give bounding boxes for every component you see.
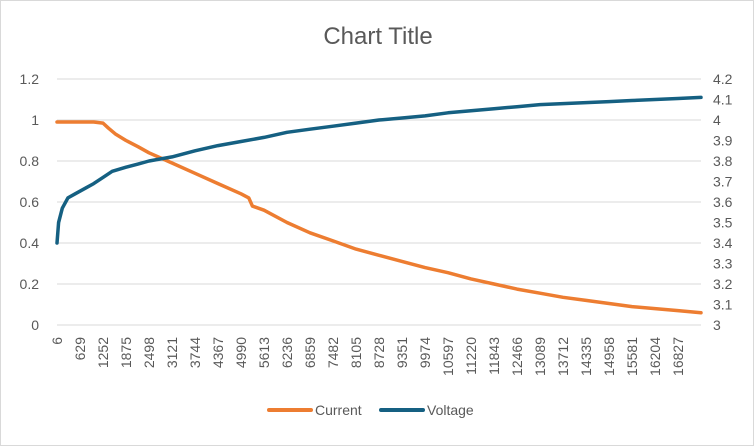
x-tick-label: 10597 <box>440 337 456 376</box>
y-right-tick-label: 3.8 <box>713 153 733 169</box>
x-tick-label: 14335 <box>578 337 594 376</box>
x-axis: 6 629 1252 1875 2498 3121 3744 4367 4990 5613 6236… <box>49 337 686 376</box>
x-tick-label: 1875 <box>118 337 134 368</box>
y-left-tick-label: 1.2 <box>20 71 40 87</box>
x-tick-label: 9974 <box>417 337 433 368</box>
y-left-tick-label: 0.4 <box>20 235 40 251</box>
y-right-tick-label: 3 <box>713 317 721 333</box>
y-left-tick-label: 0.6 <box>20 194 40 210</box>
y-right-tick-label: 3.7 <box>713 174 733 190</box>
y-left-tick-label: 0 <box>31 317 39 333</box>
x-tick-label: 1252 <box>95 337 111 368</box>
x-tick-label: 7482 <box>325 337 341 368</box>
x-tick-label: 629 <box>72 337 88 361</box>
series-layer <box>55 95 703 315</box>
legend: Current Voltage <box>267 402 474 418</box>
x-tick-label: 11843 <box>486 337 502 375</box>
x-tick-label: 16204 <box>647 337 663 376</box>
x-tick-label: 15581 <box>624 337 640 376</box>
y-right-tick-label: 4 <box>713 112 721 128</box>
x-tick-label: 3121 <box>164 337 180 368</box>
x-tick-label: 6859 <box>302 337 318 368</box>
x-tick-label: 14958 <box>601 337 617 376</box>
y-axis-right: 3 3.1 3.2 3.3 3.4 3.5 3.6 3.7 3.8 3.9 4 4.1 4.2 <box>713 71 733 333</box>
x-tick-label: 3744 <box>187 337 203 368</box>
series-line-voltage <box>55 95 703 245</box>
y-left-tick-label: 1 <box>31 112 39 128</box>
y-right-tick-label: 4.1 <box>713 92 733 108</box>
x-tick-label: 6 <box>49 337 65 345</box>
y-right-tick-label: 3.2 <box>713 276 733 292</box>
x-tick-label: 6236 <box>279 337 295 368</box>
x-tick-label: 9351 <box>394 337 410 368</box>
chart-title: Chart Title <box>323 23 432 50</box>
x-tick-label: 2498 <box>141 337 157 368</box>
y-right-tick-label: 3.6 <box>713 194 733 210</box>
y-right-tick-label: 3.9 <box>713 133 733 149</box>
x-tick-label: 8105 <box>348 337 364 368</box>
x-tick-label: 11220 <box>463 337 479 375</box>
y-left-tick-label: 0.8 <box>20 153 40 169</box>
x-tick-label: 8728 <box>371 337 387 368</box>
y-axis-left: 0 0.2 0.4 0.6 0.8 1 1.2 <box>20 71 40 333</box>
y-right-tick-label: 4.2 <box>713 71 733 87</box>
x-tick-label: 4990 <box>233 337 249 368</box>
x-tick-label: 12466 <box>509 337 525 376</box>
legend-label-current: Current <box>315 402 362 418</box>
x-tick-label: 13089 <box>532 337 548 376</box>
y-right-tick-label: 3.4 <box>713 235 733 251</box>
y-right-tick-label: 3.3 <box>713 256 733 272</box>
legend-label-voltage: Voltage <box>427 402 474 418</box>
gridlines <box>57 78 701 326</box>
y-left-tick-label: 0.2 <box>20 276 40 292</box>
x-tick-label: 4367 <box>210 337 226 368</box>
x-tick-label: 13712 <box>555 337 571 376</box>
y-right-tick-label: 3.5 <box>713 215 733 231</box>
x-tick-label: 5613 <box>256 337 272 368</box>
x-tick-label: 16827 <box>670 337 686 376</box>
y-right-tick-label: 3.1 <box>713 297 733 313</box>
series-line-current <box>55 120 703 315</box>
